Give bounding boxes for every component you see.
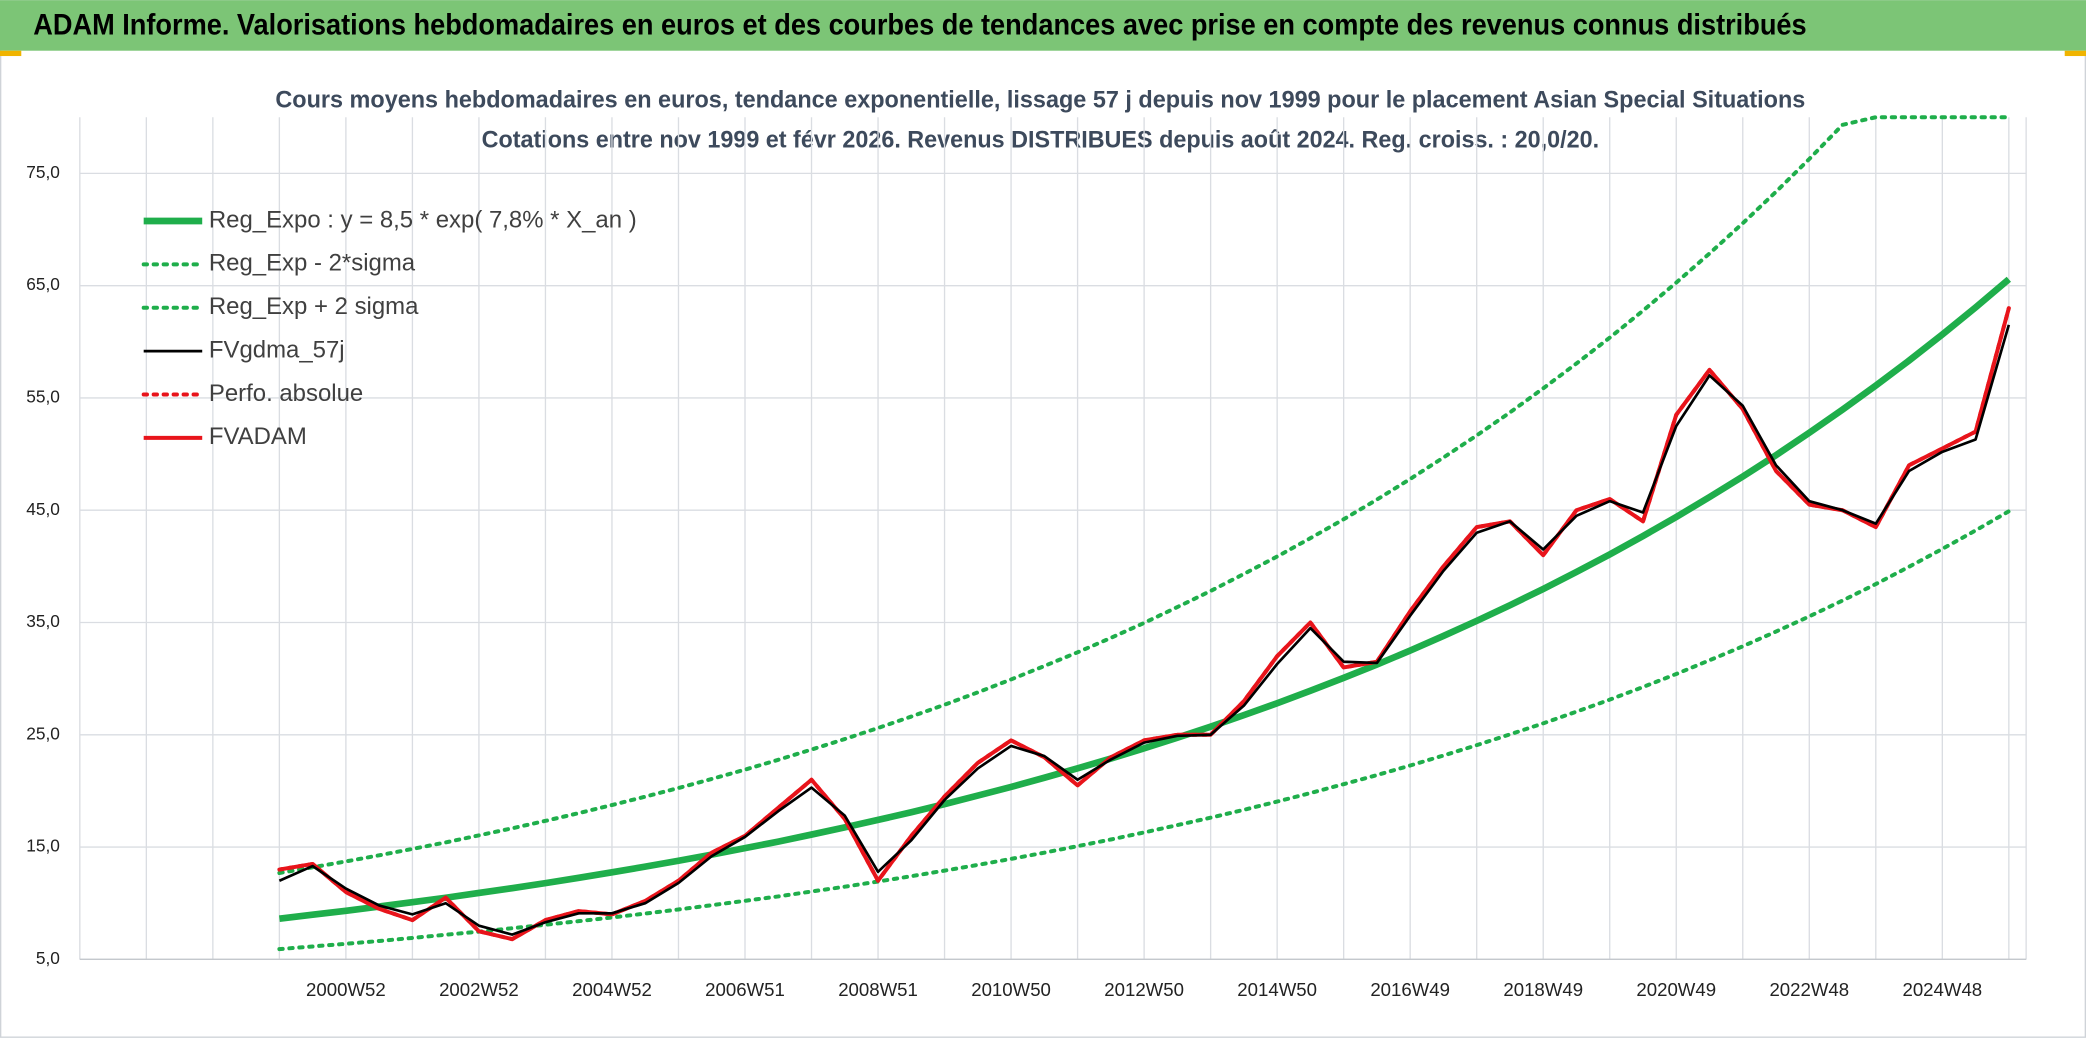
- chart-title: Cours moyens hebdomadaires en euros, ten…: [275, 87, 1805, 114]
- grid: [79, 117, 2027, 961]
- chart-subtitle: Cotations entre nov 1999 et févr 2026. R…: [482, 127, 1599, 154]
- x-tick-label: 2006W51: [705, 979, 785, 1000]
- series-line: [278, 276, 2011, 922]
- legend-label: FVADAM: [209, 423, 307, 450]
- y-tick-label: 75,0: [26, 162, 60, 182]
- series-line: [278, 324, 2011, 936]
- y-tick-label: 5,0: [36, 948, 60, 968]
- x-tick-label: 2000W52: [306, 979, 386, 1000]
- legend: Reg_Expo : y = 8,5 * exp( 7,8% * X_an ) R…: [141, 206, 637, 450]
- y-tick-label: 35,0: [26, 611, 60, 631]
- x-tick-label: 2010W50: [971, 979, 1051, 1000]
- legend-label: Reg_Expo : y = 8,5 * exp( 7,8% * X_an ): [209, 206, 637, 233]
- x-tick-label: 2024W48: [1902, 979, 1982, 1000]
- x-tick-label: 2020W49: [1636, 979, 1716, 1000]
- series-line: [277, 509, 2011, 952]
- legend-label: Perfo. absolue: [209, 380, 363, 407]
- y-tick-label: 15,0: [26, 836, 60, 856]
- corner-mark: [2064, 50, 2086, 57]
- x-tick-label: 2014W50: [1237, 979, 1317, 1000]
- corner-mark: [0, 50, 22, 57]
- legend-label: Reg_Exp + 2 sigma: [209, 293, 419, 320]
- series-line: [279, 307, 2011, 942]
- legend-label: FVgdma_57j: [209, 336, 345, 363]
- x-tick-label: 2008W51: [838, 979, 918, 1000]
- x-tick-label: 2002W52: [439, 979, 519, 1000]
- y-tick-label: 45,0: [26, 499, 60, 519]
- y-tick-label: 25,0: [26, 723, 60, 743]
- x-tick-label: 2004W52: [572, 979, 652, 1000]
- axes: 5,0 15,0 25,0 35,0 45,0 55,0 65,0 75,0 2000W52 20…: [26, 162, 1982, 1000]
- header-bar: [0, 0, 2086, 51]
- series-line: [277, 115, 2011, 876]
- y-tick-label: 55,0: [26, 387, 60, 407]
- legend-label: Reg_Exp - 2*sigma: [209, 250, 416, 277]
- y-tick-label: 65,0: [26, 274, 60, 294]
- x-tick-label: 2016W49: [1370, 979, 1450, 1000]
- header-title: ADAM Informe. Valorisations hebdomadaire…: [33, 10, 1806, 42]
- x-tick-label: 2012W50: [1104, 979, 1184, 1000]
- x-tick-label: 2022W48: [1769, 979, 1849, 1000]
- plot-lines: [277, 115, 2011, 952]
- x-tick-label: 2018W49: [1503, 979, 1583, 1000]
